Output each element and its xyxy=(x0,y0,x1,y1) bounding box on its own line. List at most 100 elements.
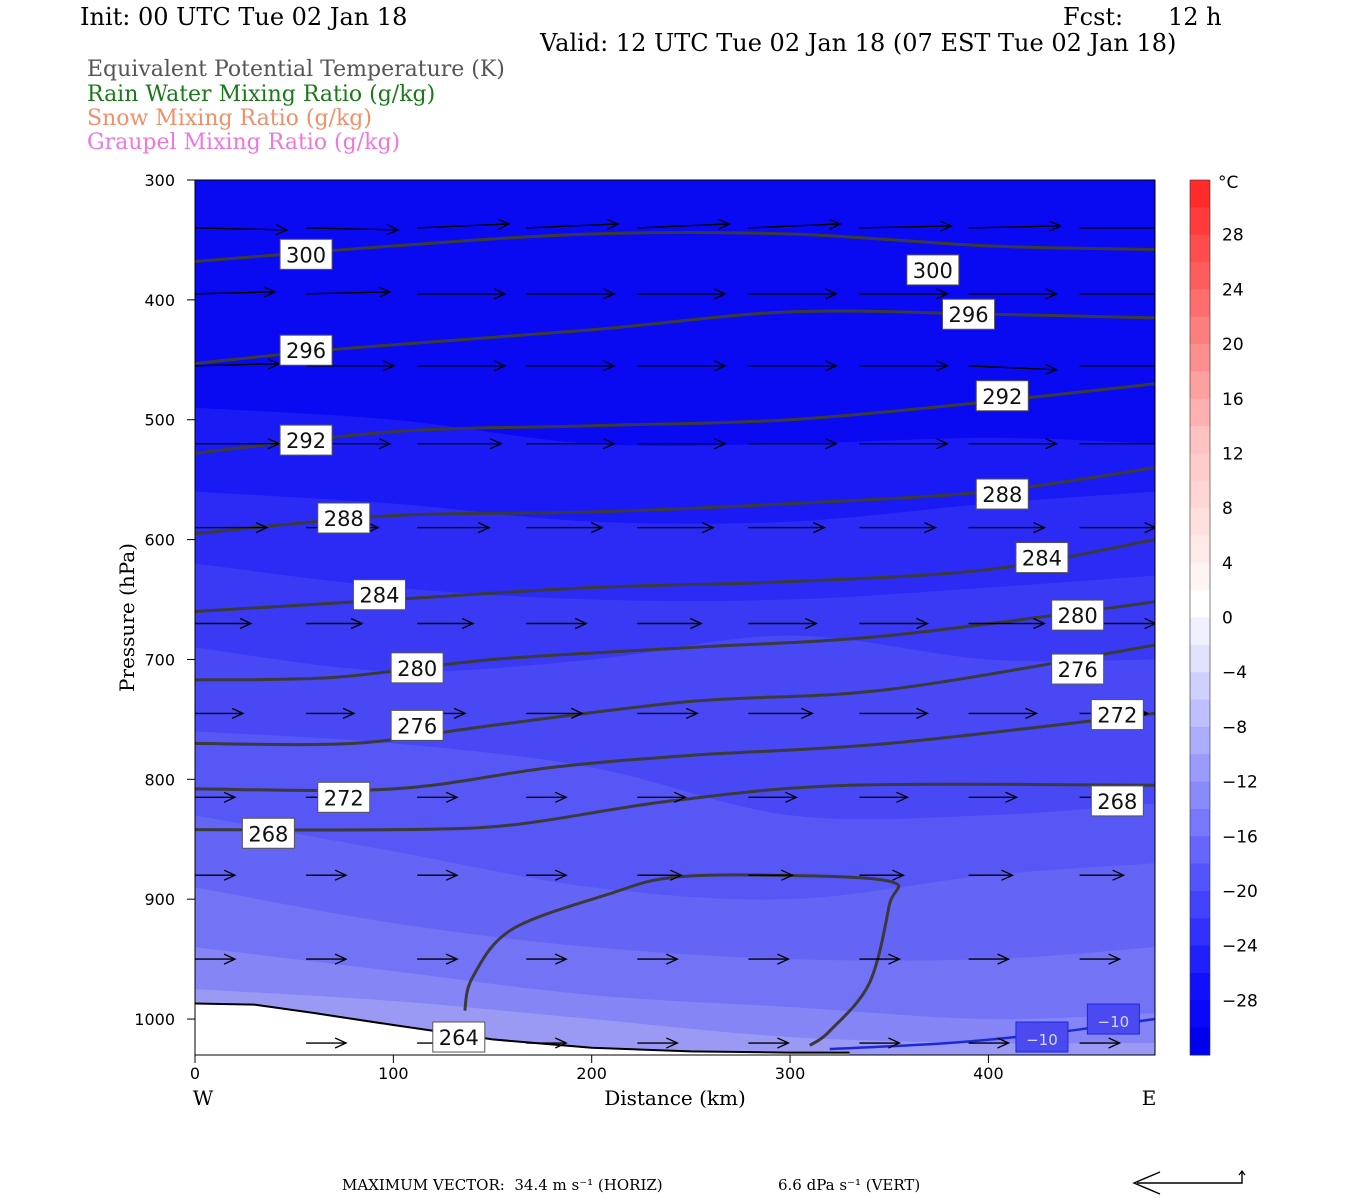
wind-vector xyxy=(968,220,1063,232)
theta-e-label-284-1-box xyxy=(1015,542,1069,574)
minus10-label-1-text: −10 xyxy=(1098,1013,1130,1031)
colorbar-frame xyxy=(1189,179,1211,1056)
colorbar-bin xyxy=(1190,234,1210,263)
colorbar-bin xyxy=(1190,972,1210,1001)
y-tick-label: 300 xyxy=(144,171,175,190)
theta-e-label-272-0-text: 272 xyxy=(324,786,364,810)
colorbar-bin xyxy=(1190,890,1210,919)
theta-e-label-268-0: 268 xyxy=(241,817,295,849)
colorbar-bin xyxy=(1190,289,1210,318)
colorbar-label: 4 xyxy=(1222,554,1233,574)
colorbar-bin xyxy=(1190,754,1210,783)
field-title-graupel: Graupel Mixing Ratio (g/kg) xyxy=(87,130,401,155)
theta-e-label-264-0-box xyxy=(432,1021,486,1053)
west-label: W xyxy=(193,1086,214,1110)
colorbar-label: −24 xyxy=(1222,937,1258,957)
minus10-label-1-box xyxy=(1086,1003,1140,1035)
contour-labels: 300 300 296 296 292 292 288 288 284 284 280 280 276 2… xyxy=(241,238,1144,1053)
valid-time: Valid: 12 UTC Tue 02 Jan 18 (07 EST Tue … xyxy=(540,29,1177,57)
colorbar-bin xyxy=(1190,699,1210,728)
colorbar-label: −16 xyxy=(1222,827,1258,847)
theta-e-label-300-1: 300 xyxy=(906,254,960,286)
y-tick-label: 500 xyxy=(144,411,175,430)
wind-vector xyxy=(748,218,842,230)
theta-e-label-272-1-text: 272 xyxy=(1097,704,1137,728)
theta-e-label-292-0-box xyxy=(279,424,333,456)
x-axis-label: Distance (km) xyxy=(604,1086,746,1110)
theta-e-label-268-1-box xyxy=(1090,785,1144,817)
theta-e-label-276-1-text: 276 xyxy=(1058,658,1098,682)
colorbar-unit: °C xyxy=(1218,173,1238,193)
wind-vector xyxy=(306,224,400,236)
colorbar-bin xyxy=(1190,262,1210,290)
colorbar-bin xyxy=(1190,836,1210,865)
theta-e-label-268-0-box xyxy=(241,817,295,849)
field-title-snow: Snow Mixing Ratio (g/kg) xyxy=(87,106,372,131)
wind-vector xyxy=(195,224,289,236)
field-title-rain: Rain Water Mixing Ratio (g/kg) xyxy=(87,82,436,107)
colorbar-label: 16 xyxy=(1222,390,1244,410)
theta-e-label-288-0: 288 xyxy=(317,502,371,534)
theta-e-label-284-0: 284 xyxy=(352,579,406,611)
theta-e-label-272-1-box xyxy=(1090,699,1144,731)
colorbar-label: 20 xyxy=(1222,335,1244,355)
theta-e-label-272-0: 272 xyxy=(317,781,371,813)
colorbar-bin xyxy=(1190,726,1210,755)
colorbar-bin xyxy=(1190,562,1210,591)
y-tick-label: 1000 xyxy=(134,1010,175,1029)
colorbar-bin xyxy=(1190,316,1210,345)
theta-e-label-288-1-box xyxy=(975,478,1029,510)
theta-e-label-264-0-text: 264 xyxy=(439,1026,479,1050)
colorbar-bin xyxy=(1190,781,1210,810)
x-tick-label: 100 xyxy=(378,1064,409,1083)
colorbar-label: −12 xyxy=(1222,773,1258,793)
reference-vector-head xyxy=(1132,1171,1161,1195)
colorbar-label: 0 xyxy=(1222,609,1233,629)
theta-e-contour-268 xyxy=(195,782,1155,832)
theta-e-label-296-0-box xyxy=(279,334,333,366)
wind-vector xyxy=(417,218,511,230)
theta-e-label-288-1-text: 288 xyxy=(982,483,1022,507)
colorbar-bin xyxy=(1190,453,1210,482)
colorbar-bin xyxy=(1190,617,1210,646)
colorbar-label: −20 xyxy=(1222,882,1258,902)
colorbar-bin xyxy=(1190,426,1210,454)
colorbar-bin xyxy=(1190,207,1210,236)
theta-e-label-296-1-box xyxy=(942,298,996,330)
colorbar-bin xyxy=(1190,672,1210,701)
theta-e-label-280-0: 280 xyxy=(390,652,444,684)
theta-e-label-276-1-box xyxy=(1051,653,1105,685)
colorbar-bin xyxy=(1190,808,1210,837)
colorbar-label: −4 xyxy=(1222,663,1247,683)
theta-e-label-276-1: 276 xyxy=(1051,653,1105,685)
terrain-fill xyxy=(195,1003,850,1055)
theta-e-label-288-1: 288 xyxy=(975,478,1029,510)
colorbar-bin xyxy=(1190,863,1210,892)
theta-e-label-284-1: 284 xyxy=(1015,542,1069,574)
theta-e-label-280-1-box xyxy=(1051,599,1105,631)
theta-e-label-284-0-text: 284 xyxy=(359,584,399,608)
minus10-label-0-box xyxy=(1015,1021,1069,1053)
colorbar-bin xyxy=(1190,644,1210,673)
theta-e-label-268-1-text: 268 xyxy=(1097,790,1137,814)
theta-e-label-288-0-text: 288 xyxy=(324,507,364,531)
theta-e-contour-300 xyxy=(195,230,1155,264)
wind-vector xyxy=(195,286,277,298)
theta-e-label-292-1-box xyxy=(975,380,1029,412)
wind-vectors xyxy=(195,218,1155,1049)
theta-e-label-268-1: 268 xyxy=(1090,785,1144,817)
reference-vector xyxy=(1132,1170,1246,1195)
theta-e-label-284-0-box xyxy=(352,579,406,611)
theta-e-contour-276 xyxy=(195,643,1155,747)
colorbar-label: 28 xyxy=(1222,226,1244,246)
theta-e-label-288-0-box xyxy=(317,502,371,534)
colorbar-bin xyxy=(1190,508,1210,536)
theta-e-label-292-0-text: 292 xyxy=(286,429,326,453)
colorbar-bin xyxy=(1190,180,1210,208)
theta-e-label-296-0: 296 xyxy=(279,334,333,366)
colorbar-label: −28 xyxy=(1222,991,1258,1011)
wind-vector xyxy=(306,286,392,298)
theta-e-label-268-0-text: 268 xyxy=(248,822,288,846)
east-label: E xyxy=(1142,1086,1157,1110)
